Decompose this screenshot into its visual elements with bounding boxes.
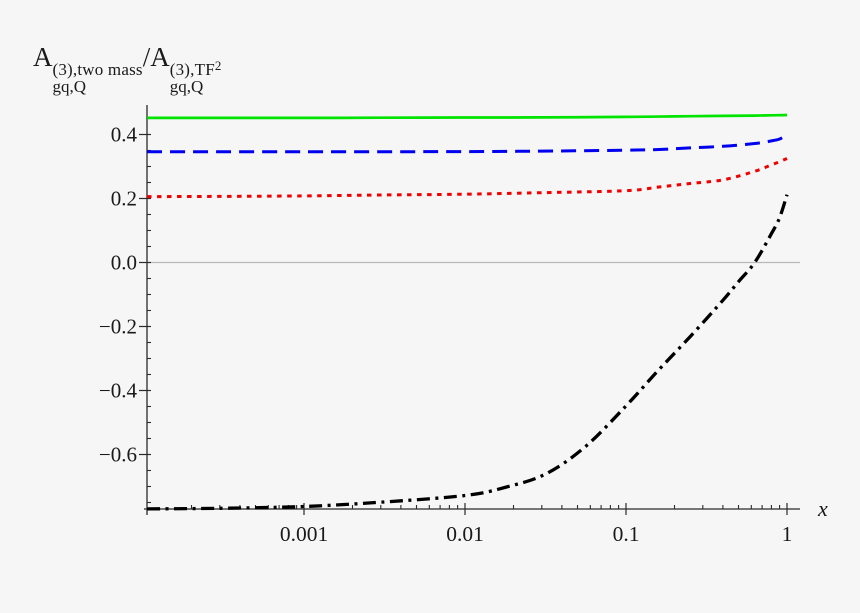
y-tick-label: −0.2 xyxy=(99,315,137,339)
x-axis-label: x xyxy=(817,496,828,521)
x-tick-label: 1 xyxy=(782,522,793,546)
series-curve-green-solid xyxy=(147,113,788,120)
title-superscript-2: (3),TF2 xyxy=(169,58,222,80)
title-scripts-2: (3),TF2 gq,Q xyxy=(169,58,222,97)
series-curve-red-dotted xyxy=(147,157,788,199)
y-tick-label: −0.4 xyxy=(99,379,138,403)
title-base-1: A xyxy=(33,42,53,72)
title-superscript-2-text: (3),TF xyxy=(169,60,215,80)
series-curve-blue-dashed xyxy=(147,133,788,154)
title-scripts-1: (3),two mass gq,Q xyxy=(53,61,143,96)
y-tick-label: −0.6 xyxy=(99,443,137,467)
series-curve-black-dashdot xyxy=(147,194,789,511)
y-tick-label: 0.0 xyxy=(111,251,137,275)
title-superscript-1: (3),two mass xyxy=(52,60,143,80)
title-exponent-2: 2 xyxy=(214,58,222,74)
title-subscript-1: gq,Q xyxy=(52,77,87,97)
y-tick-label: 0.2 xyxy=(111,187,137,211)
plot-title: A (3),two mass gq,Q/A (3),TF2 gq,Q xyxy=(33,44,222,96)
title-subscript-2: gq,Q xyxy=(169,77,204,97)
y-tick-label: 0.4 xyxy=(111,123,138,147)
x-tick-label: 0.001 xyxy=(280,522,328,546)
title-base-2: /A xyxy=(142,42,170,72)
x-tick-label: 0.01 xyxy=(446,522,484,546)
x-tick-label: 0.1 xyxy=(613,522,640,546)
